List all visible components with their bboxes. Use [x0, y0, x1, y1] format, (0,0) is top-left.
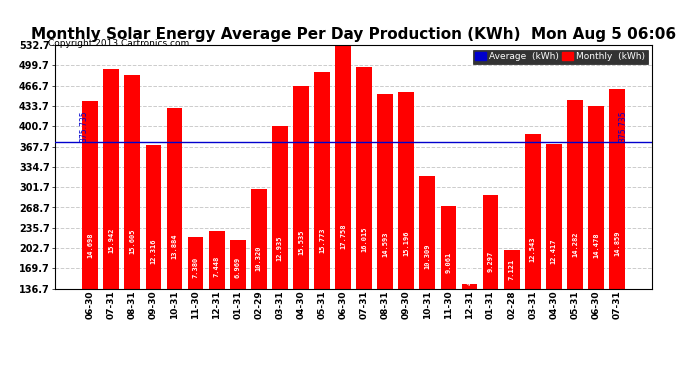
Bar — [230, 240, 246, 289]
Bar — [546, 144, 562, 289]
Text: 7.380: 7.380 — [193, 256, 199, 278]
Text: 14.282: 14.282 — [572, 232, 578, 257]
Bar — [82, 102, 98, 289]
Bar — [525, 134, 541, 289]
Text: 14.478: 14.478 — [593, 233, 599, 258]
Text: 7.121: 7.121 — [509, 259, 515, 280]
Text: 9.061: 9.061 — [446, 252, 451, 273]
Text: Copyright 2013 Cartronics.com: Copyright 2013 Cartronics.com — [48, 39, 190, 48]
Bar — [124, 75, 140, 289]
Text: 15.773: 15.773 — [319, 228, 325, 253]
Text: 6.969: 6.969 — [235, 257, 241, 278]
Text: 9.297: 9.297 — [488, 251, 493, 272]
Bar — [188, 237, 204, 289]
Text: 375.735: 375.735 — [80, 110, 89, 142]
Bar — [609, 89, 625, 289]
Text: 10.320: 10.320 — [256, 245, 262, 271]
Bar — [166, 108, 182, 289]
Text: 12.417: 12.417 — [551, 238, 557, 264]
Text: 12.316: 12.316 — [150, 238, 157, 264]
Text: 7.448: 7.448 — [214, 256, 219, 277]
Text: 16.015: 16.015 — [361, 227, 367, 252]
Bar — [504, 250, 520, 289]
Bar — [420, 176, 435, 289]
Bar — [567, 100, 583, 289]
Text: 14.859: 14.859 — [614, 230, 620, 256]
Legend: Average  (kWh), Monthly  (kWh): Average (kWh), Monthly (kWh) — [473, 50, 647, 64]
Bar — [314, 72, 330, 289]
Bar — [377, 94, 393, 289]
Text: 14.593: 14.593 — [382, 231, 388, 256]
Bar — [104, 69, 119, 289]
Text: 15.942: 15.942 — [108, 227, 115, 253]
Bar — [293, 86, 309, 289]
Bar — [440, 206, 456, 289]
Text: 14.698: 14.698 — [87, 232, 93, 258]
Text: 17.758: 17.758 — [340, 224, 346, 249]
Title: Monthly Solar Energy Average Per Day Production (KWh)  Mon Aug 5 06:06: Monthly Solar Energy Average Per Day Pro… — [31, 27, 676, 42]
Bar — [588, 105, 604, 289]
Text: 10.309: 10.309 — [424, 243, 431, 269]
Bar — [462, 284, 477, 289]
Bar — [272, 126, 288, 289]
Bar — [251, 189, 267, 289]
Text: 15.196: 15.196 — [403, 231, 409, 256]
Bar — [209, 231, 224, 289]
Bar — [146, 146, 161, 289]
Text: 13.884: 13.884 — [172, 233, 177, 258]
Text: 12.543: 12.543 — [530, 237, 535, 262]
Bar — [356, 67, 372, 289]
Text: 375.735: 375.735 — [618, 110, 627, 142]
Text: 15.535: 15.535 — [298, 230, 304, 255]
Text: 4.661: 4.661 — [466, 264, 473, 285]
Bar — [398, 92, 414, 289]
Text: 12.935: 12.935 — [277, 236, 283, 261]
Text: 15.605: 15.605 — [129, 228, 135, 254]
Bar — [483, 195, 498, 289]
Bar — [335, 45, 351, 289]
